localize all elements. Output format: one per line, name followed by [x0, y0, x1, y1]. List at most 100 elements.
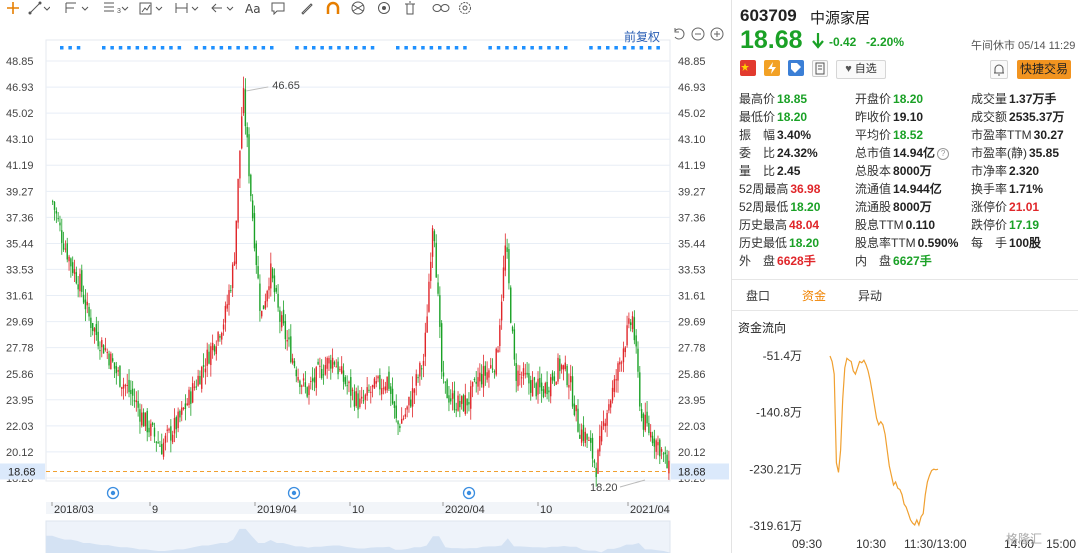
- quote-cell: 每 手 100股: [971, 234, 1041, 251]
- kline-chart[interactable]: 48.85 48.85 46.93 46.93 45.02 45.02 43.10 43.10…: [0, 20, 730, 553]
- lock-icon[interactable]: [350, 1, 366, 17]
- pencil-icon[interactable]: [300, 1, 314, 17]
- candle-body: [219, 335, 221, 338]
- candle-body: [244, 89, 247, 127]
- tab-1[interactable]: 资金: [802, 289, 827, 303]
- candle-body: [551, 372, 554, 381]
- candle-body: [524, 373, 526, 375]
- tab-0[interactable]: 盘口: [746, 289, 771, 303]
- candle-body: [491, 368, 494, 370]
- zoom-in-icon[interactable]: [710, 27, 724, 41]
- quote-cell: 开盘价 18.20: [855, 90, 923, 107]
- comment-icon[interactable]: [271, 1, 285, 17]
- candle-body: [304, 382, 307, 387]
- channel-icon[interactable]: [64, 1, 90, 17]
- kline-chart-canvas[interactable]: 48.85 48.85 46.93 46.93 45.02 45.02 43.10 43.10…: [0, 20, 730, 553]
- tab-2[interactable]: 异动: [858, 289, 883, 303]
- trash-icon[interactable]: [403, 1, 417, 17]
- candle-body: [242, 88, 245, 114]
- settings-icon[interactable]: [458, 1, 472, 17]
- candle-body: [93, 328, 96, 332]
- fib-icon[interactable]: 3: [102, 1, 130, 17]
- quick-trade-button[interactable]: 快捷交易: [1017, 60, 1071, 79]
- price-change-percent: -2.20%: [866, 35, 905, 49]
- text-tool[interactable]: Aa: [245, 2, 261, 16]
- y-tick-label-right: 37.36: [678, 212, 706, 224]
- candle-body: [128, 379, 130, 393]
- magnet-icon[interactable]: [325, 1, 341, 17]
- zoom-out-icon[interactable]: [691, 27, 705, 41]
- candle-body: [186, 403, 188, 406]
- flow-x-tick-label: 09:30: [792, 537, 822, 551]
- candle-body: [555, 381, 557, 385]
- candle-body: [582, 424, 585, 441]
- event-circle-dot: [466, 490, 472, 496]
- candle-body: [190, 391, 192, 404]
- capital-flow-chart[interactable]: -51.4万 -140.8万 -230.21万 -319.61万 09:30 10:30 1…: [732, 336, 1078, 553]
- candle-body: [580, 429, 583, 443]
- y-tick-label-left: 48.85: [6, 56, 34, 68]
- trend-line-icon[interactable]: [28, 1, 50, 17]
- candle-body: [293, 361, 296, 367]
- measure-icon[interactable]: [175, 1, 201, 17]
- candle-body: [384, 386, 387, 391]
- candle-body: [522, 368, 525, 377]
- eye-icon[interactable]: [376, 1, 392, 17]
- quote-label: 总市值: [855, 146, 892, 160]
- quote-label: 市盈率TTM: [971, 128, 1032, 142]
- watch-label: 自选: [854, 63, 877, 75]
- candle-body: [155, 441, 158, 443]
- candle-body: [370, 391, 372, 393]
- pattern-icon[interactable]: [139, 1, 165, 17]
- candle-body: [433, 231, 436, 242]
- candle-body: [150, 423, 152, 436]
- help-icon[interactable]: ?: [937, 147, 950, 160]
- candle-body: [539, 377, 541, 388]
- candle-body: [482, 366, 485, 388]
- candle-body: [319, 365, 321, 367]
- event-dot: [345, 46, 350, 50]
- candle-body: [299, 380, 301, 387]
- event-dot: [328, 46, 333, 50]
- event-dot: [631, 46, 635, 50]
- candle-body: [215, 346, 217, 355]
- note-icon[interactable]: [812, 60, 828, 77]
- quote-value: 35.85: [1029, 146, 1060, 160]
- quote-label: 历史最低: [739, 236, 788, 250]
- quote-cell: 总市值 14.94亿?: [855, 144, 950, 161]
- quote-label: 成交量: [971, 92, 1008, 106]
- arrow-left-icon[interactable]: [210, 1, 236, 17]
- event-dot: [564, 46, 568, 50]
- x-tick-label: 10: [352, 504, 364, 516]
- candle-body: [508, 249, 510, 284]
- quote-label: 每 手: [971, 236, 1008, 250]
- candle-body: [213, 345, 216, 352]
- candle-body: [535, 383, 537, 397]
- add-watchlist-button[interactable]: ♥ 自选: [836, 60, 886, 79]
- quote-label: 52周最高: [739, 182, 789, 196]
- china-flag-icon[interactable]: [740, 60, 756, 76]
- event-dot: [160, 46, 165, 50]
- flow-x-tick-label: 10:30: [856, 537, 886, 551]
- crosshair-icon[interactable]: [6, 1, 20, 17]
- candle-body: [455, 409, 457, 411]
- navigator-area: [46, 528, 670, 553]
- candle-body: [615, 379, 617, 381]
- y-tick-label-left: 43.10: [6, 134, 34, 146]
- link-icon[interactable]: [432, 1, 450, 17]
- down-arrow-icon: [812, 33, 824, 49]
- quote-label: 昨收价: [855, 110, 892, 124]
- flow-x-tick-label: 14:00: [1004, 537, 1034, 551]
- quote-label: 涨停价: [971, 200, 1008, 214]
- lightning-icon[interactable]: [764, 60, 780, 76]
- tag-icon[interactable]: [788, 60, 804, 76]
- candle-body: [208, 351, 210, 364]
- restore-adjust-toggle[interactable]: 前复权: [624, 30, 661, 44]
- alert-bell-icon[interactable]: [990, 60, 1008, 79]
- undo-icon[interactable]: [672, 27, 686, 41]
- quote-value: 2.320: [1009, 164, 1040, 178]
- candle-body: [517, 370, 519, 387]
- candle-body: [262, 305, 265, 310]
- candle-body: [620, 362, 623, 364]
- candle-body: [553, 376, 556, 382]
